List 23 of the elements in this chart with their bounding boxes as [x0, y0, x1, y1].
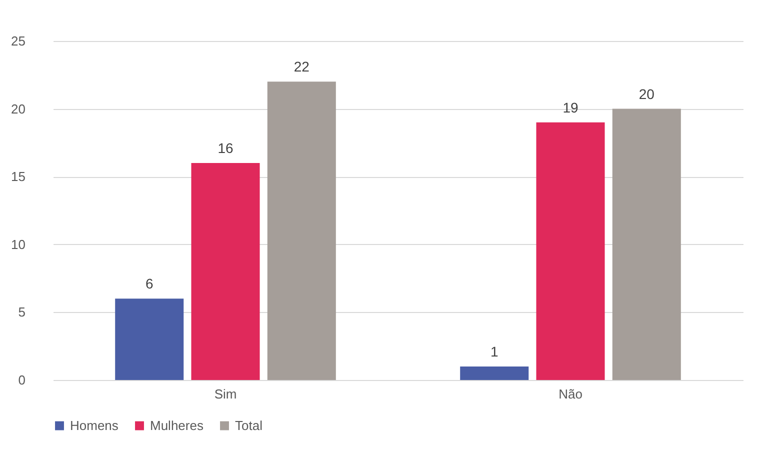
bar	[115, 298, 184, 380]
legend-label: Homens	[70, 418, 119, 433]
y-tick-label: 5	[18, 304, 26, 320]
y-tick-label: 10	[11, 236, 26, 252]
x-tick-label: Não	[558, 386, 582, 402]
legend-label: Total	[235, 418, 263, 433]
bar	[191, 163, 260, 380]
data-label: 1	[490, 343, 498, 360]
y-tick-label: 20	[11, 101, 26, 116]
bar	[460, 366, 529, 380]
data-label: 19	[562, 99, 578, 116]
y-tick-label: 25	[11, 34, 26, 48]
y-tick-label: 15	[11, 169, 26, 184]
y-tick-label: 0	[18, 372, 26, 388]
bar	[536, 122, 605, 380]
x-tick-label: Sim	[214, 386, 237, 402]
data-label: 16	[218, 140, 234, 156]
bar	[267, 82, 336, 380]
data-label: 6	[145, 276, 154, 292]
legend-label: Mulheres	[150, 418, 204, 433]
bar	[612, 108, 681, 380]
data-label: 20	[638, 86, 655, 102]
data-label: 22	[294, 58, 310, 75]
